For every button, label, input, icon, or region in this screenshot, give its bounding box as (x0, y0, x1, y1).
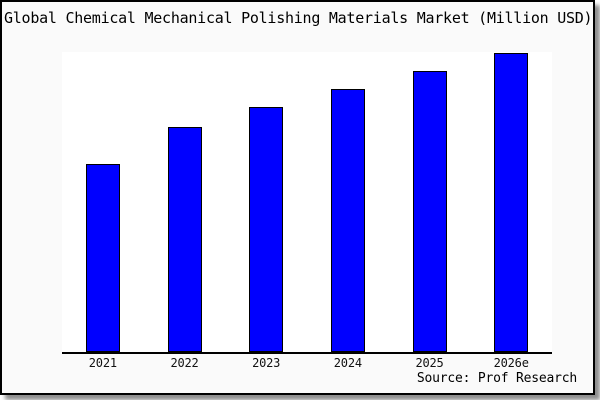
source-attribution: Source: Prof Research (416, 371, 577, 386)
bar-2022 (167, 127, 202, 352)
x-tick-label-2024: 2024 (333, 356, 362, 370)
bar-2024 (330, 89, 365, 352)
chart-title: Global Chemical Mechanical Polishing Mat… (4, 10, 593, 26)
x-tick-label-2026e: 2026e (493, 356, 529, 370)
plot-area (62, 52, 552, 352)
bar-2023 (249, 107, 284, 352)
x-tick-label-2022: 2022 (170, 356, 199, 370)
x-tick-label-2025: 2025 (415, 356, 444, 370)
x-axis-line (62, 352, 552, 354)
bar-2026e (494, 53, 529, 352)
x-tick-label-2023: 2023 (252, 356, 281, 370)
x-tick-label-2021: 2021 (88, 356, 117, 370)
chart-frame: Global Chemical Mechanical Polishing Mat… (0, 0, 595, 395)
bar-2021 (85, 164, 120, 352)
bar-2025 (412, 71, 447, 352)
